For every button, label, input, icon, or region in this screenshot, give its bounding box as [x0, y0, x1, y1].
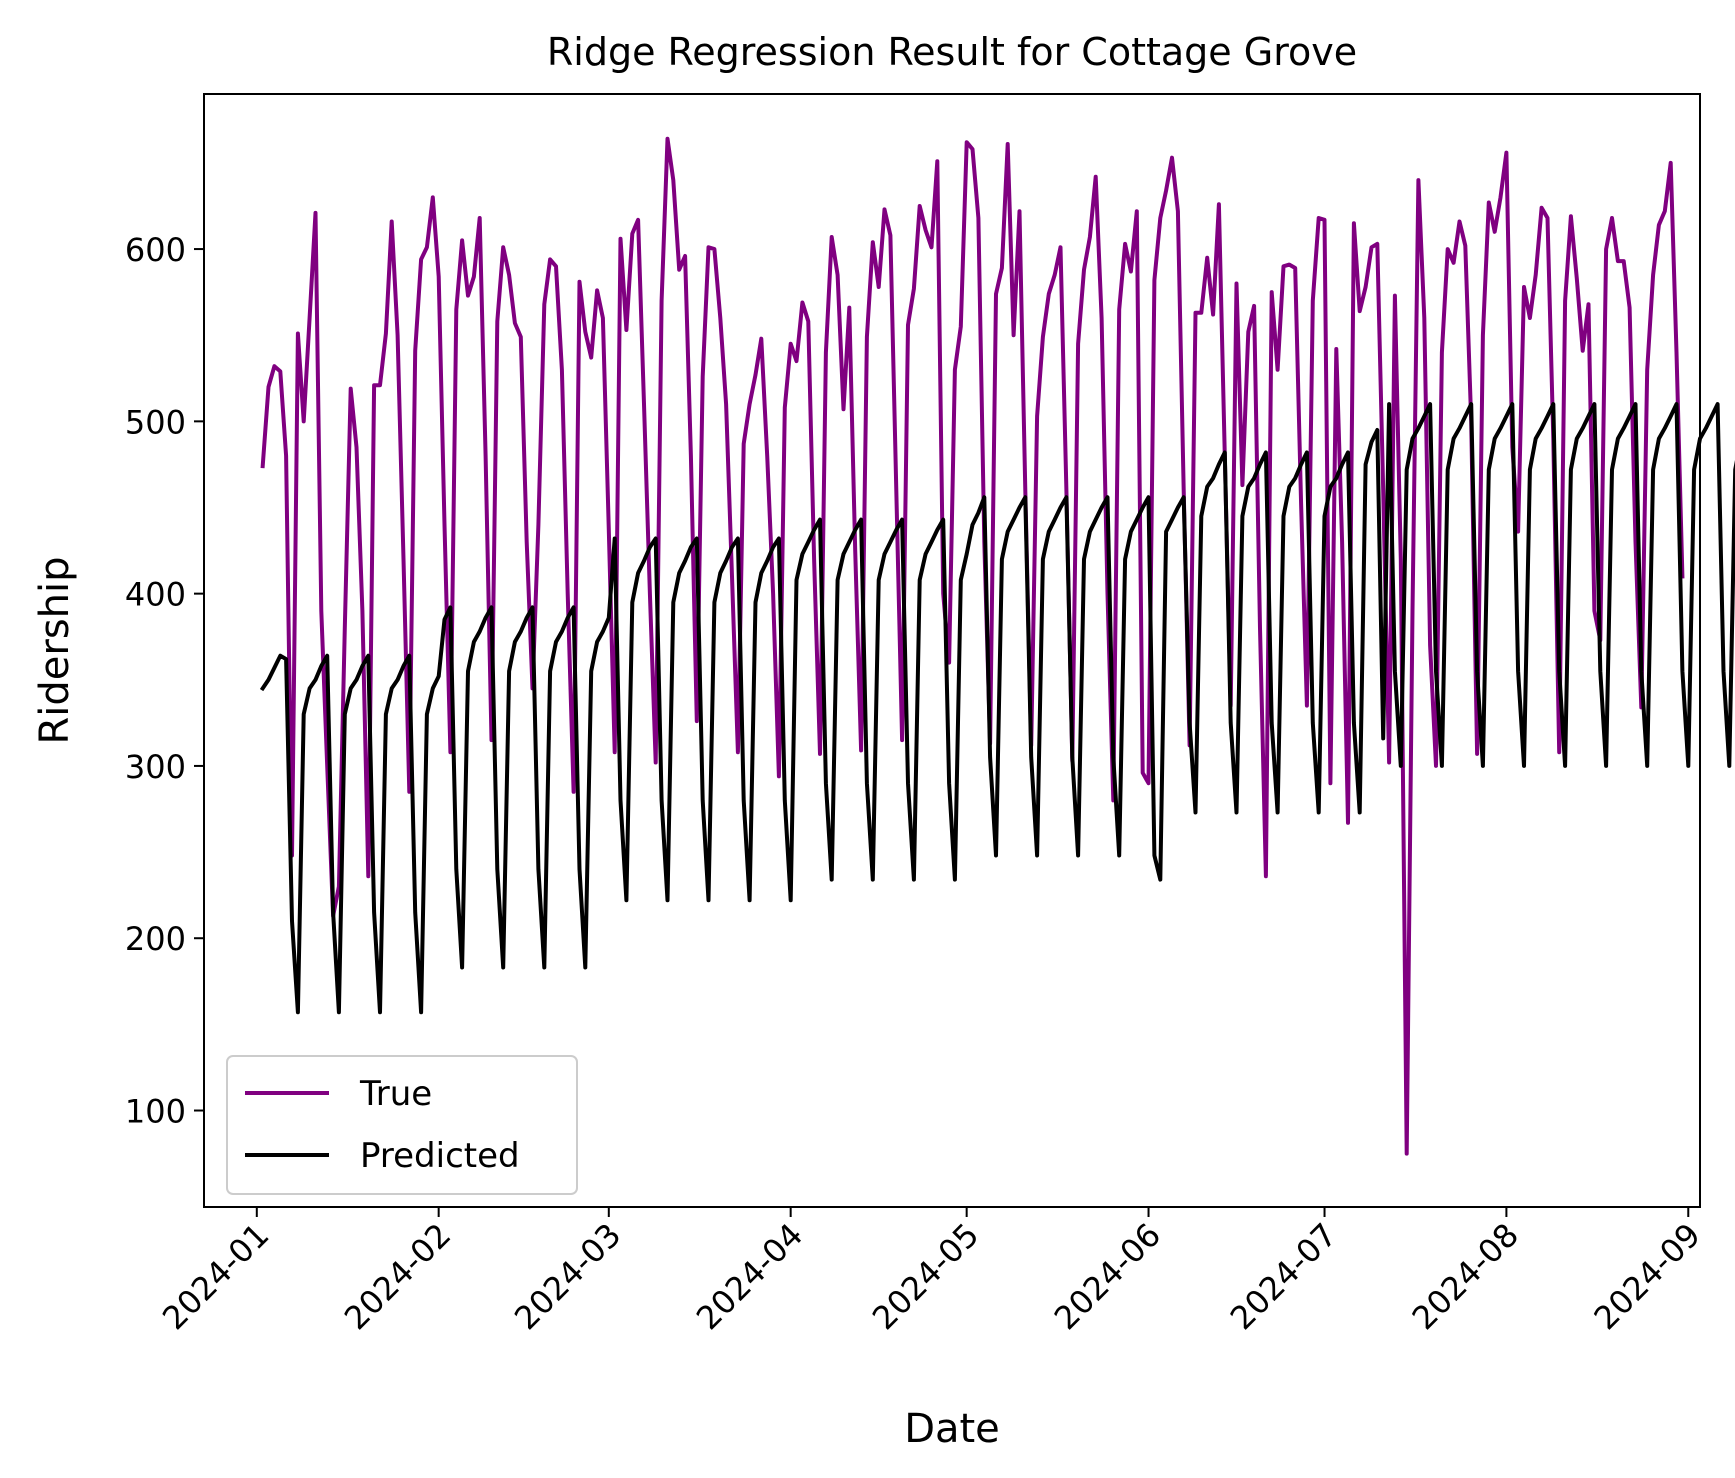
y-axis-label: Ridership — [32, 556, 78, 744]
y-tick-label: 300 — [125, 748, 186, 786]
legend-label-predicted: Predicted — [360, 1136, 520, 1176]
y-tick-label: 100 — [125, 1093, 186, 1131]
x-axis-label: Date — [904, 1406, 1000, 1452]
series-line-true — [260, 136, 1685, 1156]
chart-title: Ridge Regression Result for Cottage Grov… — [547, 30, 1357, 74]
series-layer — [259, 136, 1735, 1156]
legend: True Predicted — [226, 1055, 578, 1195]
y-tick-label: 600 — [125, 231, 186, 269]
y-tick-label: 400 — [125, 576, 186, 614]
legend-box — [226, 1055, 578, 1195]
y-tick-label: 500 — [125, 403, 186, 441]
plot-frame — [203, 93, 1701, 1208]
series-line-predicted — [259, 402, 1735, 1015]
y-tick-label: 200 — [125, 920, 186, 958]
legend-label-true: True — [359, 1074, 432, 1114]
